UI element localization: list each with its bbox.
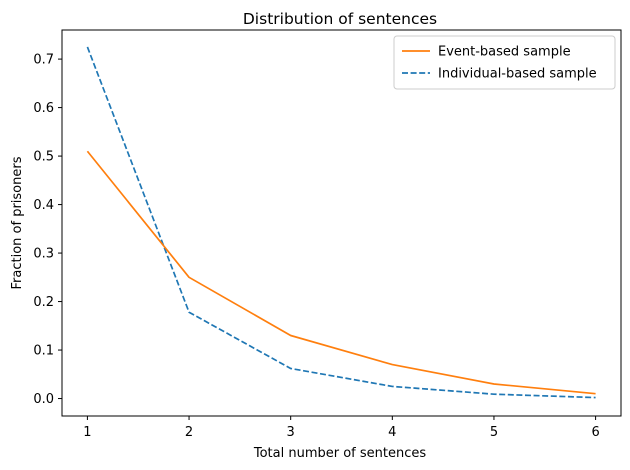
x-axis-label: Total number of sentences bbox=[253, 446, 427, 461]
data-point bbox=[391, 364, 393, 366]
y-tick-label: 0.1 bbox=[33, 344, 54, 359]
legend-box bbox=[393, 35, 616, 90]
data-point bbox=[87, 150, 89, 152]
plot-area bbox=[61, 29, 622, 417]
chart-title: Distribution of sentences bbox=[243, 10, 437, 28]
data-point bbox=[493, 383, 495, 385]
x-tick-label: 4 bbox=[388, 425, 396, 440]
y-tick-label: 0.2 bbox=[33, 295, 54, 310]
data-point bbox=[188, 311, 190, 313]
legend-label: Event-based sample bbox=[438, 45, 571, 60]
data-point bbox=[391, 386, 393, 388]
data-point bbox=[290, 335, 292, 337]
legend-label: Individual-based sample bbox=[438, 67, 597, 82]
legend: Event-based sample Individual-based sampl… bbox=[393, 35, 616, 90]
data-point bbox=[290, 368, 292, 370]
plot-frame bbox=[61, 29, 622, 417]
data-point bbox=[493, 393, 495, 395]
data-point bbox=[595, 393, 597, 395]
y-axis-label: Fraction of prisoners bbox=[10, 156, 25, 289]
y-tick-label: 0.5 bbox=[33, 150, 54, 165]
y-tick-label: 0.3 bbox=[33, 247, 54, 262]
y-tick-label: 0.7 bbox=[33, 53, 54, 68]
x-tick-label: 6 bbox=[591, 425, 599, 440]
x-tick-label: 5 bbox=[490, 425, 498, 440]
x-tick-label: 3 bbox=[287, 425, 295, 440]
x-tick-label: 2 bbox=[185, 425, 193, 440]
series-line-individual-based bbox=[86, 46, 596, 399]
series-lines bbox=[86, 46, 597, 399]
data-point bbox=[595, 397, 597, 399]
y-tick-label: 0.0 bbox=[33, 392, 54, 407]
series-line-event-based bbox=[86, 150, 596, 395]
x-tick-label: 1 bbox=[83, 425, 91, 440]
data-point bbox=[87, 46, 89, 48]
y-tick-label: 0.6 bbox=[33, 101, 54, 116]
y-tick-label: 0.4 bbox=[33, 198, 54, 213]
data-point bbox=[188, 276, 190, 278]
axis-ticks: 1 2 3 4 5 6 0.0 0.1 0.2 0.3 0.4 0.5 0.6 0.7 bbox=[33, 53, 599, 440]
